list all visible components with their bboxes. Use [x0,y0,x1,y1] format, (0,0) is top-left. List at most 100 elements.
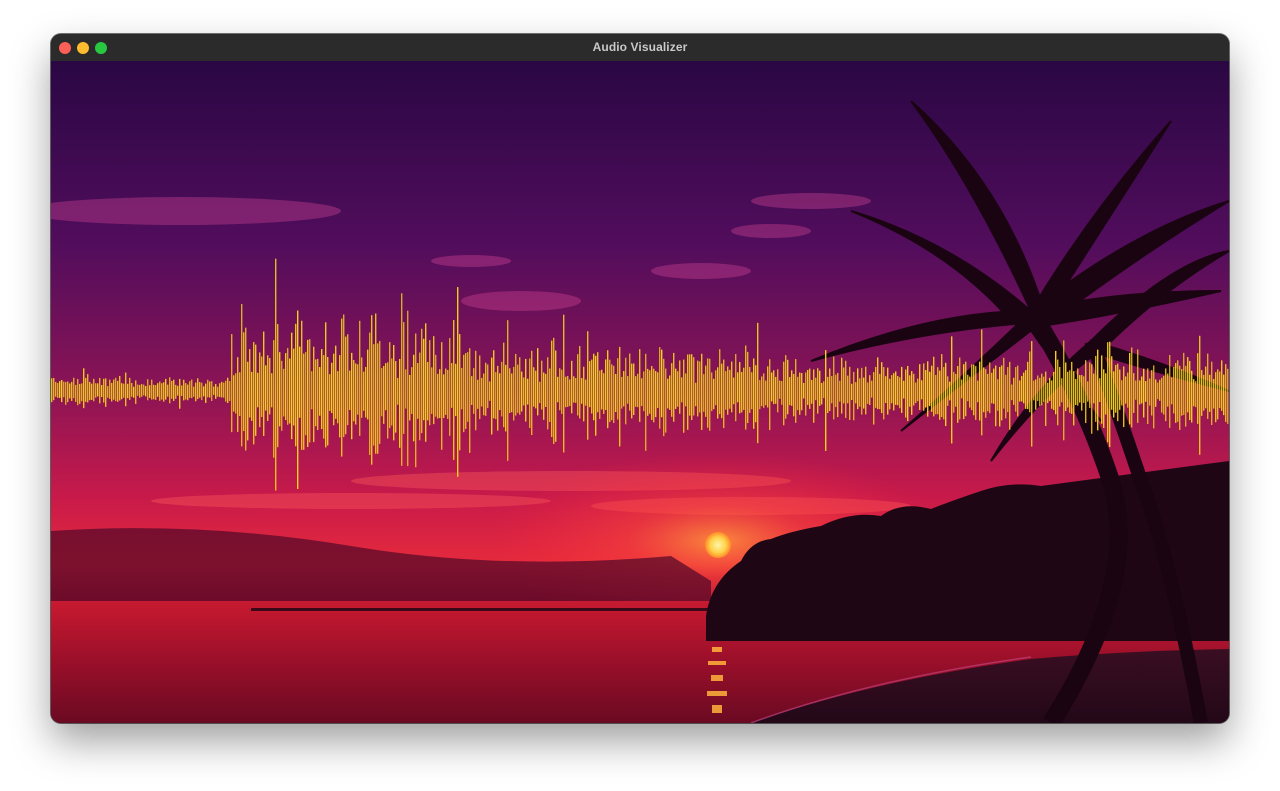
waveform-bar [1219,371,1221,409]
close-button[interactable] [59,42,71,54]
waveform-bar [1189,360,1191,421]
waveform-bar [649,370,651,414]
waveform-bar [831,375,833,404]
waveform-bar [903,380,905,399]
waveform-bar [997,379,999,411]
waveform-bar [313,346,315,443]
waveform-bar [401,293,403,466]
waveform-bar [805,372,807,416]
waveform-bar [505,364,507,432]
waveform-bar [155,385,157,400]
waveform-bar [451,363,453,408]
waveform-bar [769,359,771,431]
waveform-bar [179,378,181,409]
waveform-bar [943,367,945,420]
waveform-bar [491,357,493,435]
waveform-bar [311,371,313,410]
waveform-bar [567,376,569,407]
waveform-bar [939,370,941,420]
waveform-bar [323,355,325,439]
waveform-bar [1137,349,1139,423]
waveform-bar [855,382,857,404]
waveform-bar [679,360,681,414]
waveform-bar [575,378,577,403]
waveform-bar [993,368,995,404]
waveform-bar [1191,370,1193,423]
waveform-bar [303,353,305,450]
waveform-bar [479,355,481,420]
waveform-bar [653,368,655,423]
waveform-bar [197,378,199,400]
waveform-bar [919,364,921,410]
waveform-bar [1131,347,1133,428]
waveform-bar [619,346,621,447]
waveform-bar [793,373,795,417]
waveform-bar [83,368,85,409]
waveform-bar [1077,368,1079,406]
waveform-bar [333,353,335,426]
waveform-bar [1021,375,1023,402]
waveform-bar [353,359,355,422]
waveform-bar [249,349,251,418]
waveform-bar [579,346,581,419]
waveform-bar [433,336,435,425]
waveform-bar [853,371,855,421]
waveform-bar [1069,370,1071,413]
zoom-button[interactable] [95,42,107,54]
waveform-bar [349,370,351,411]
waveform-bar [911,371,913,415]
waveform-bar [695,382,697,407]
title-bar[interactable]: Audio Visualizer [51,34,1229,62]
waveform-bar [743,367,745,410]
waveform-bar [1107,342,1109,443]
waveform-bar [777,369,779,413]
waveform-bar [751,372,753,410]
waveform-bar [945,362,947,427]
waveform-bar [595,355,597,436]
waveform-bar [133,386,135,398]
waveform-bar [435,354,437,417]
waveform-bar [925,370,927,408]
waveform-bar [801,373,803,411]
waveform-bar [123,383,125,398]
waveform-bar [423,338,425,421]
waveform-bar [1109,341,1111,448]
waveform-bar [1085,360,1087,424]
waveform-bar [789,377,791,406]
waveform-bar [1149,378,1151,406]
waveform-bar [909,375,911,407]
waveform-bar [275,258,277,491]
waveform-bar [599,370,601,419]
waveform-bar [1071,361,1073,414]
waveform-bar [987,373,989,412]
waveform-bar [857,368,859,410]
waveform-bar [555,350,557,442]
waveform-bar [1073,371,1075,426]
waveform-bar [553,337,555,445]
waveform-bar [67,381,69,403]
waveform-bar [437,373,439,419]
waveform-bar [293,348,295,426]
waveform-bar [157,383,159,397]
waveform-bar [89,381,91,401]
waveform-bar [125,372,127,407]
waveform-bar [667,378,669,409]
waveform-bar [717,367,719,419]
waveform-bar [211,381,213,401]
waveform-bar [151,379,153,400]
waveform-bar [271,373,273,408]
waveform-bar [577,354,579,416]
waveform-bar [1019,380,1021,402]
waveform-bar [455,363,457,417]
waveform-bar [535,370,537,409]
waveform-bar [977,380,979,403]
waveform-bar [705,365,707,417]
waveform-bar [811,379,813,404]
waveform-bar [621,376,623,409]
minimize-button[interactable] [77,42,89,54]
waveform-bar [1145,381,1147,402]
waveform-bar [107,386,109,398]
waveform-bar [205,383,207,403]
waveform-bar [229,381,231,402]
waveform-bar [1181,369,1183,416]
